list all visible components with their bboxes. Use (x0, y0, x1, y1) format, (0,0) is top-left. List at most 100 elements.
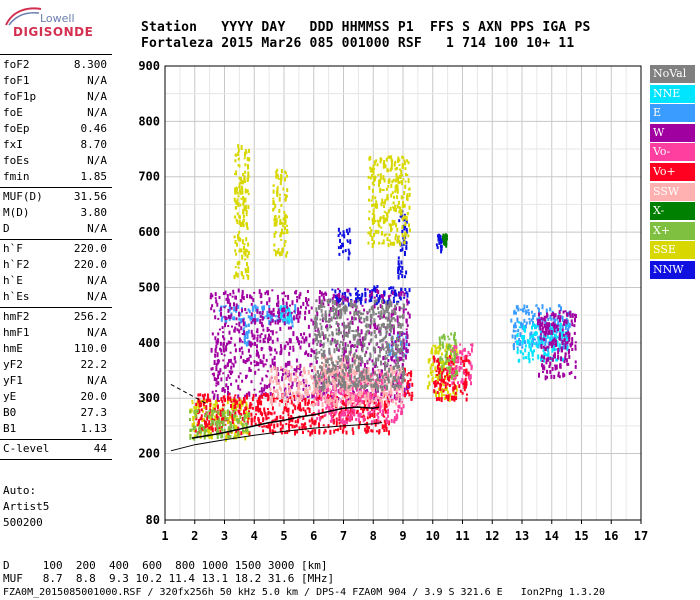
data-point-sse (284, 222, 287, 225)
data-point-vo (369, 395, 372, 400)
data-point-w (271, 289, 274, 292)
data-point-w (285, 301, 288, 306)
data-point-x (451, 374, 454, 377)
data-point-x (441, 335, 444, 340)
data-point-w (554, 366, 557, 371)
param-row: foEp 0.46 (3, 122, 107, 138)
data-point-sse (377, 221, 380, 226)
data-point-noval (398, 331, 401, 336)
data-point-w (312, 320, 315, 326)
data-point-w (551, 367, 554, 371)
data-point-nne (531, 325, 533, 330)
data-point-vo (311, 429, 314, 433)
data-point-w (563, 320, 566, 326)
data-point-w (287, 311, 290, 314)
data-point-ssw (324, 368, 327, 372)
data-point-noval (364, 353, 367, 358)
data-point-noval (334, 338, 336, 343)
data-point-sse (282, 225, 285, 228)
data-point-vo (265, 425, 268, 428)
data-point-noval (381, 346, 384, 350)
data-point-noval (397, 344, 400, 347)
data-point-vo (397, 405, 400, 409)
data-point-sse (370, 229, 373, 232)
data-point-w (251, 342, 254, 346)
data-point-w (244, 360, 247, 364)
data-point-noval (370, 320, 373, 326)
data-point-ssw (348, 393, 351, 398)
data-point-noval (326, 320, 329, 323)
data-point-vo (201, 426, 204, 432)
param-name: hmF2 (3, 310, 30, 323)
data-point-noval (357, 364, 360, 368)
data-point-noval (334, 373, 337, 378)
data-point-w (219, 307, 222, 312)
data-point-sse (439, 365, 442, 368)
data-point-sse (406, 174, 409, 176)
data-point-w (305, 336, 308, 341)
data-point-x (199, 426, 201, 430)
data-point-noval (393, 352, 396, 357)
data-point-sse (373, 160, 376, 166)
data-point-noval (402, 353, 405, 358)
data-point-vo (461, 350, 464, 355)
data-point-nnw (397, 266, 400, 270)
data-point-nne (531, 351, 534, 357)
param-row: foF1 N/A (3, 74, 107, 90)
data-point-noval (380, 311, 383, 315)
data-point-w (216, 394, 219, 399)
data-point-w (406, 349, 409, 353)
data-point-sse (403, 216, 406, 220)
data-point-ssw (329, 397, 332, 400)
data-point-w (215, 299, 218, 304)
data-point-w (285, 341, 288, 344)
data-point-sse (392, 241, 395, 246)
data-point-w (294, 291, 297, 295)
data-point-nne (288, 317, 291, 323)
data-point-sse (244, 163, 247, 167)
data-point-vo (435, 382, 438, 387)
data-point-w (545, 361, 548, 365)
data-point-e (539, 312, 542, 315)
data-point-noval (358, 373, 361, 378)
data-point-ssw (345, 371, 347, 377)
data-point-noval (396, 356, 399, 361)
data-point-x (189, 418, 191, 421)
data-point-ssw (310, 392, 313, 395)
data-point-noval (339, 340, 342, 343)
data-point-ssw (374, 369, 377, 373)
data-point-w (537, 321, 539, 326)
data-point-vo (374, 407, 377, 411)
data-point-e (519, 332, 522, 338)
data-point-w (322, 295, 325, 300)
data-point-sse (382, 166, 385, 169)
data-point-sse (401, 216, 404, 221)
data-point-w (278, 318, 281, 323)
data-point-ssw (306, 390, 309, 394)
logo-lowell: Lowell (40, 12, 75, 25)
y-tick-label: 300 (138, 391, 160, 405)
data-point-sse (383, 210, 386, 213)
data-point-vo (199, 393, 202, 397)
data-point-sse (280, 203, 283, 207)
data-point-vo (205, 405, 208, 411)
data-point-w (322, 293, 325, 296)
data-point-vo (444, 367, 447, 371)
data-point-sse (235, 407, 238, 412)
data-point-w (364, 298, 367, 302)
data-point-vo (448, 378, 451, 382)
data-point-noval (340, 383, 343, 388)
data-point-vo (352, 380, 355, 386)
data-point-w (260, 321, 263, 327)
data-point-nnw (334, 289, 337, 294)
data-point-w (256, 334, 259, 337)
data-point-ssw (325, 383, 328, 389)
data-point-vo (402, 393, 405, 397)
data-point-vo (465, 380, 468, 386)
data-point-vo (455, 344, 458, 349)
data-point-w (229, 302, 232, 307)
x-tick-label: 16 (604, 529, 618, 543)
data-point-vo (376, 408, 378, 410)
data-point-vo (356, 411, 358, 414)
data-point-w (221, 388, 224, 392)
